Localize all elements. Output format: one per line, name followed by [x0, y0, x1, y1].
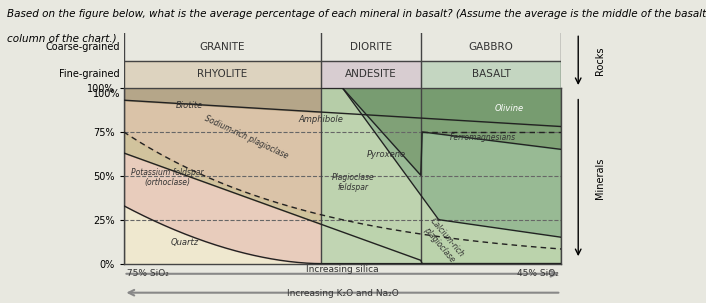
- Text: Calcium-rich
plagioclase: Calcium-rich plagioclase: [420, 216, 466, 265]
- Text: Minerals: Minerals: [595, 157, 605, 198]
- Text: Potassium feldspar
(orthoclase): Potassium feldspar (orthoclase): [131, 168, 203, 187]
- Text: RHYOLITE: RHYOLITE: [197, 69, 247, 79]
- Text: Pyroxene: Pyroxene: [366, 150, 406, 159]
- Text: 45% SiO₂: 45% SiO₂: [517, 269, 561, 278]
- Text: Quartz: Quartz: [171, 238, 199, 247]
- Bar: [421, 61, 561, 88]
- Bar: [124, 33, 561, 61]
- Text: Coarse-grained: Coarse-grained: [45, 42, 120, 52]
- Text: GRANITE: GRANITE: [199, 42, 245, 52]
- Bar: [124, 88, 321, 264]
- Text: Fine-grained: Fine-grained: [59, 69, 120, 79]
- Text: BASALT: BASALT: [472, 69, 510, 79]
- Bar: [421, 88, 561, 264]
- Bar: [321, 88, 421, 264]
- Text: Plagioclase
feldspar: Plagioclase feldspar: [332, 173, 375, 192]
- Text: Ferromagnesians: Ferromagnesians: [450, 133, 515, 142]
- Text: Rocks: Rocks: [595, 46, 605, 75]
- Text: 75% SiO₂: 75% SiO₂: [124, 269, 169, 278]
- Text: Sodium-rich plagioclase: Sodium-rich plagioclase: [203, 114, 289, 160]
- Text: Amphibole: Amphibole: [298, 115, 343, 124]
- Bar: [321, 61, 421, 88]
- Text: ANDESITE: ANDESITE: [345, 69, 397, 79]
- Text: Based on the figure below, what is the average percentage of each mineral in bas: Based on the figure below, what is the a…: [7, 9, 706, 19]
- Text: Increasing K₂O and Na₂O: Increasing K₂O and Na₂O: [287, 289, 398, 298]
- Text: column of the chart.): column of the chart.): [7, 33, 116, 43]
- Text: Biotite: Biotite: [176, 101, 203, 110]
- Text: 100%: 100%: [92, 89, 120, 99]
- Bar: [124, 61, 321, 88]
- Text: DIORITE: DIORITE: [349, 42, 392, 52]
- Text: GABBRO: GABBRO: [469, 42, 514, 52]
- Text: Olivine: Olivine: [494, 105, 523, 113]
- Text: Increasing silica: Increasing silica: [306, 265, 378, 274]
